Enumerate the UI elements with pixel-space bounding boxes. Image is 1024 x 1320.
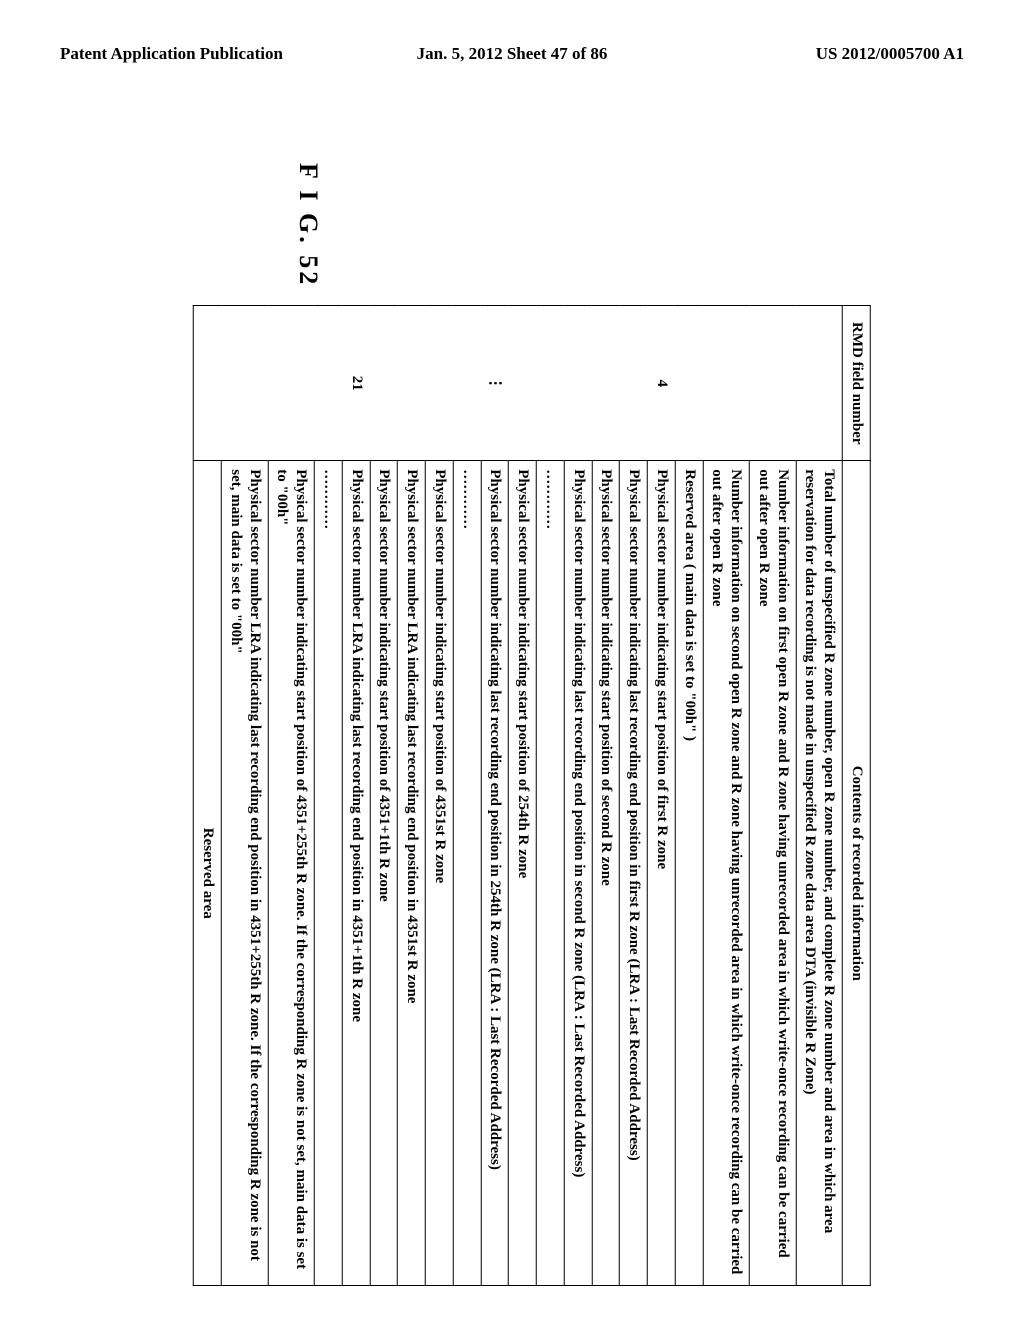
contents-cell: Physical sector number indicating start … <box>648 461 676 1286</box>
field-number-cell <box>222 306 269 461</box>
table-row: ⋮Physical sector number indicating last … <box>481 306 509 1286</box>
table-row: Physical sector number indicating start … <box>509 306 537 1286</box>
table-row: Physical sector number indicating start … <box>268 306 315 1286</box>
reserved-area-cell: Reserved area <box>194 461 222 1286</box>
contents-cell: Physical sector number LRA indicating la… <box>398 461 426 1286</box>
contents-cell: Reserved area ( main data is set to "00h… <box>676 461 704 1286</box>
table-row: 4Physical sector number indicating start… <box>648 306 676 1286</box>
field-number-cell <box>537 306 565 461</box>
table-row: Physical sector number LRA indicating la… <box>398 306 426 1286</box>
field-number-cell: 4 <box>648 306 676 461</box>
field-number-cell: ⋮ <box>481 306 509 461</box>
table-row: Reserved area <box>194 306 222 1286</box>
table-row: Number information on second open R zone… <box>703 306 750 1286</box>
contents-cell: Physical sector number indicating start … <box>426 461 454 1286</box>
field-number-cell <box>268 306 315 461</box>
field-number-cell <box>796 306 843 461</box>
contents-cell: Physical sector number LRA indicating la… <box>343 461 371 1286</box>
contents-cell: Number information on first open R zone … <box>750 461 797 1286</box>
table-row: Physical sector number indicating start … <box>370 306 398 1286</box>
field-number-cell <box>454 306 482 461</box>
field-number-cell <box>565 306 593 461</box>
contents-cell: Physical sector number indicating start … <box>592 461 620 1286</box>
figure-label: F I G. 52 <box>294 163 324 287</box>
col-header-contents: Contents of recorded information <box>843 461 871 1286</box>
contents-cell: ………… <box>315 461 343 1286</box>
rotated-content: F I G. 52 RMD field number Contents of r… <box>194 163 872 1263</box>
table-row: Reserved area ( main data is set to "00h… <box>676 306 704 1286</box>
field-number-cell <box>194 306 222 461</box>
contents-cell: Physical sector number indicating last r… <box>565 461 593 1286</box>
rmd-table: RMD field number Contents of recorded in… <box>194 305 872 1286</box>
contents-cell: Total number of unspecified R zone numbe… <box>796 461 843 1286</box>
table-row: Number information on first open R zone … <box>750 306 797 1286</box>
table-row: Physical sector number indicating last r… <box>620 306 648 1286</box>
field-number-cell: 21 <box>343 306 371 461</box>
table-row: Physical sector number LRA indicating la… <box>222 306 269 1286</box>
contents-cell: Physical sector number LRA indicating la… <box>222 461 269 1286</box>
table-row: ………… <box>537 306 565 1286</box>
page: Patent Application Publication Jan. 5, 2… <box>0 0 1024 1320</box>
field-number-cell <box>750 306 797 461</box>
table-row: Total number of unspecified R zone numbe… <box>796 306 843 1286</box>
contents-cell: Physical sector number indicating start … <box>370 461 398 1286</box>
contents-cell: Number information on second open R zone… <box>703 461 750 1286</box>
table-row: Physical sector number indicating start … <box>426 306 454 1286</box>
field-number-cell <box>620 306 648 461</box>
table-row: 21Physical sector number LRA indicating … <box>343 306 371 1286</box>
contents-cell: Physical sector number indicating start … <box>509 461 537 1286</box>
field-number-cell <box>703 306 750 461</box>
field-number-cell <box>398 306 426 461</box>
field-number-cell <box>426 306 454 461</box>
contents-cell: Physical sector number indicating last r… <box>481 461 509 1286</box>
field-number-cell <box>592 306 620 461</box>
field-number-cell <box>370 306 398 461</box>
table-row: ………… <box>454 306 482 1286</box>
table-header-row: RMD field number Contents of recorded in… <box>843 306 871 1286</box>
table-row: Physical sector number indicating start … <box>592 306 620 1286</box>
contents-cell: ………… <box>537 461 565 1286</box>
table-row: ………… <box>315 306 343 1286</box>
contents-cell: Physical sector number indicating start … <box>268 461 315 1286</box>
contents-cell: Physical sector number indicating last r… <box>620 461 648 1286</box>
table-row: Physical sector number indicating last r… <box>565 306 593 1286</box>
field-number-cell <box>315 306 343 461</box>
header-right: US 2012/0005700 A1 <box>816 44 964 64</box>
contents-cell: ………… <box>454 461 482 1286</box>
field-number-cell <box>676 306 704 461</box>
col-header-number: RMD field number <box>843 306 871 461</box>
field-number-cell <box>509 306 537 461</box>
